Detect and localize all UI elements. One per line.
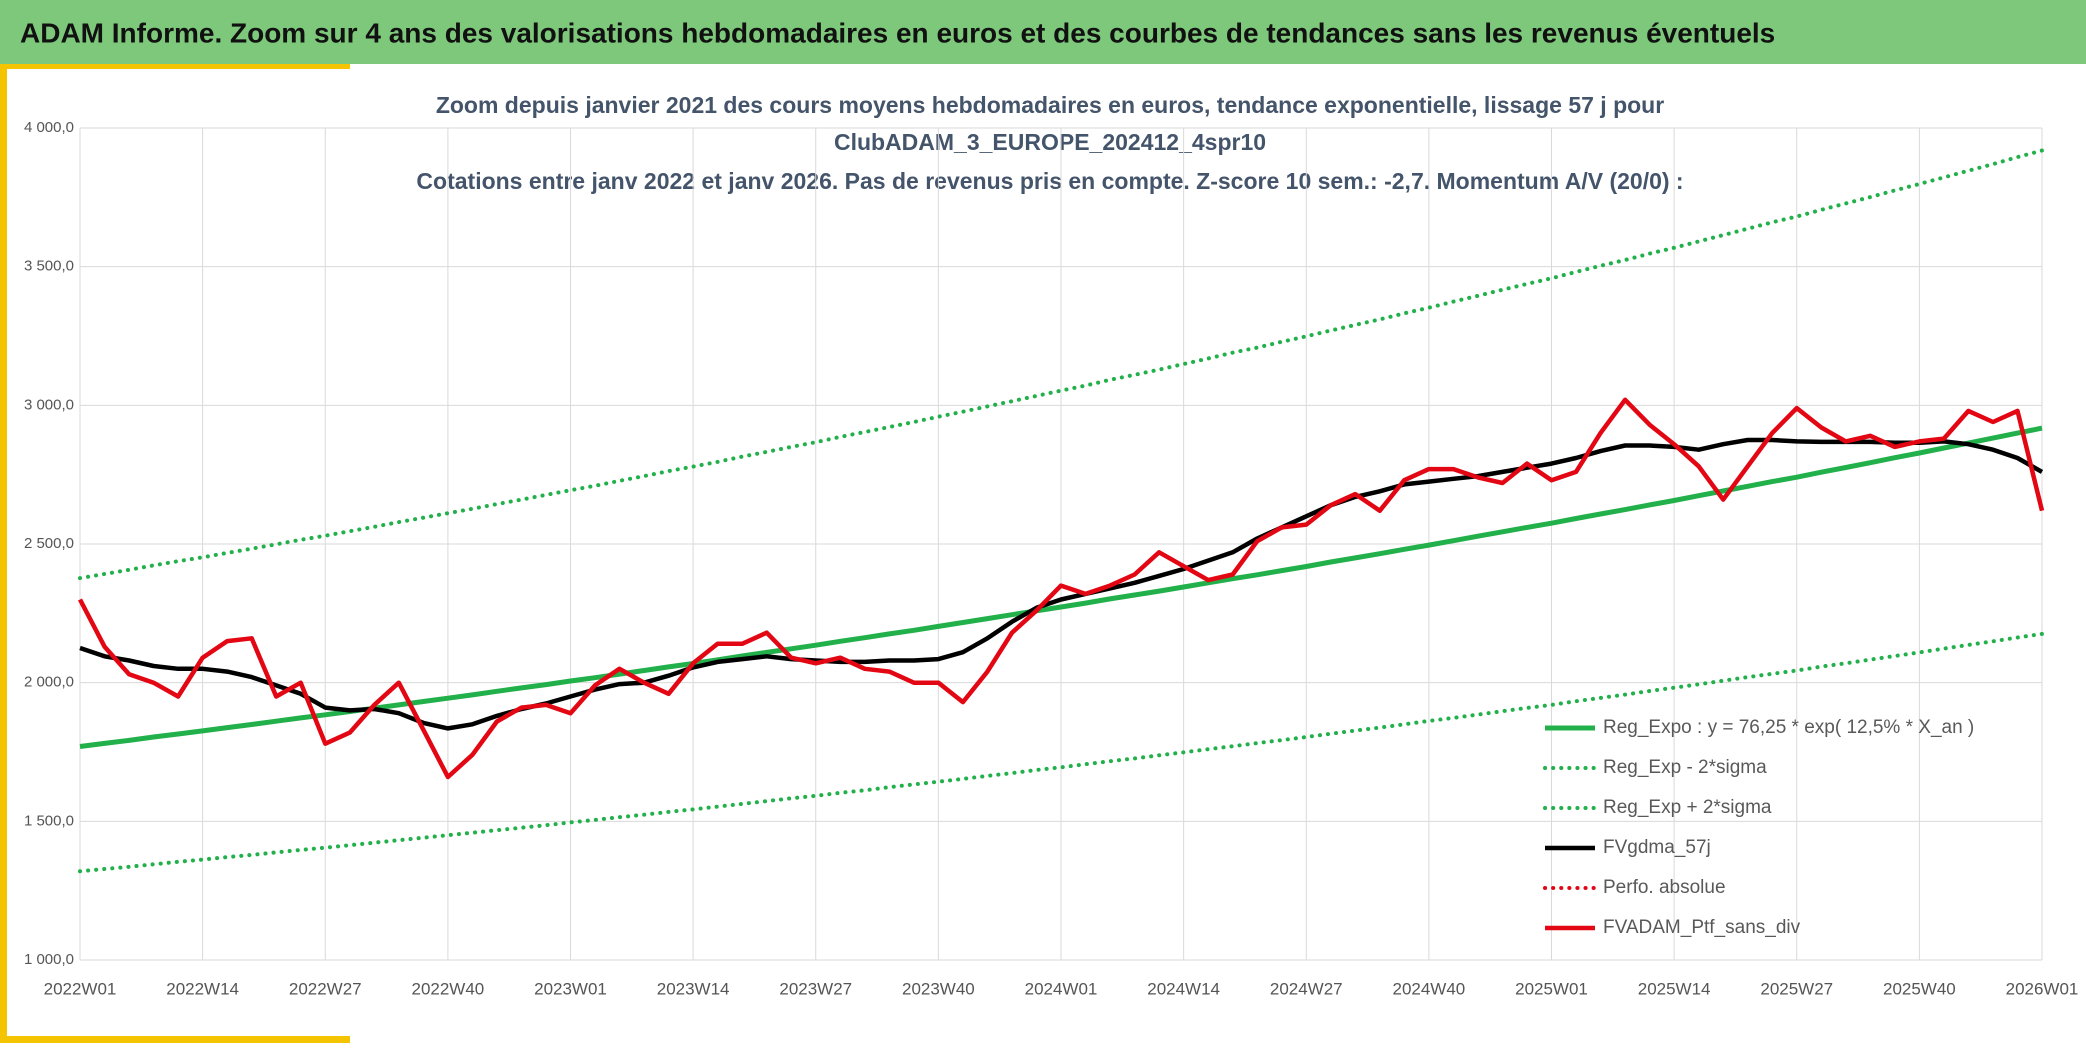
- chart-title: Zoom depuis janvier 2021 des cours moyen…: [436, 92, 1664, 118]
- left-accent: [0, 64, 7, 1043]
- x-tick-label: 2022W01: [44, 979, 117, 998]
- x-tick-label: 2026W01: [2006, 979, 2079, 998]
- series-line: [79, 425, 2043, 749]
- x-tick-label: 2023W01: [534, 979, 607, 998]
- series-line: [78, 631, 2044, 874]
- x-tick-label: 2023W14: [657, 979, 730, 998]
- bottom-accent: [0, 1036, 350, 1043]
- legend-label: Perfo. absolue: [1603, 877, 1726, 898]
- series-line: [79, 437, 2044, 731]
- x-tick-label: 2022W14: [166, 979, 239, 998]
- legend-label: FVADAM_Ptf_sans_div: [1603, 917, 1801, 938]
- x-tick-label: 2025W01: [1515, 979, 1588, 998]
- series-line: [78, 397, 2045, 780]
- header-bar: [0, 0, 2086, 64]
- y-tick-label: 2 500,0: [24, 535, 74, 552]
- x-tick-label: 2024W14: [1147, 979, 1220, 998]
- top-accent: [0, 64, 350, 69]
- x-tick-label: 2022W40: [411, 979, 484, 998]
- x-tick-label: 2025W14: [1638, 979, 1711, 998]
- x-tick-label: 2023W40: [902, 979, 975, 998]
- header-title: ADAM Informe. Zoom sur 4 ans des valoris…: [20, 17, 1775, 48]
- y-tick-label: 4 000,0: [24, 119, 74, 136]
- y-tick-label: 1 500,0: [24, 812, 74, 829]
- y-tick-label: 3 500,0: [24, 258, 74, 275]
- legend-label: Reg_Exp + 2*sigma: [1603, 797, 1772, 818]
- x-tick-label: 2025W40: [1883, 979, 1956, 998]
- legend-label: FVgdma_57j: [1603, 837, 1711, 858]
- x-tick-label: 2024W27: [1270, 979, 1343, 998]
- x-tick-label: 2024W01: [1025, 979, 1098, 998]
- chart-title: Cotations entre janv 2022 et janv 2026. …: [416, 168, 1683, 194]
- x-tick-label: 2023W27: [779, 979, 852, 998]
- series-line: [78, 148, 2044, 581]
- y-tick-label: 2 000,0: [24, 674, 74, 691]
- chart-title: ClubADAM_3_EUROPE_202412_4spr10: [834, 129, 1266, 155]
- y-tick-label: 1 000,0: [24, 951, 74, 968]
- legend-label: Reg_Exp - 2*sigma: [1603, 757, 1767, 778]
- x-tick-label: 2022W27: [289, 979, 362, 998]
- legend-label: Reg_Expo : y = 76,25 * exp( 12,5% * X_an…: [1603, 717, 1974, 738]
- x-tick-label: 2024W40: [1392, 979, 1465, 998]
- y-tick-label: 3 000,0: [24, 396, 74, 413]
- x-tick-label: 2025W27: [1760, 979, 1833, 998]
